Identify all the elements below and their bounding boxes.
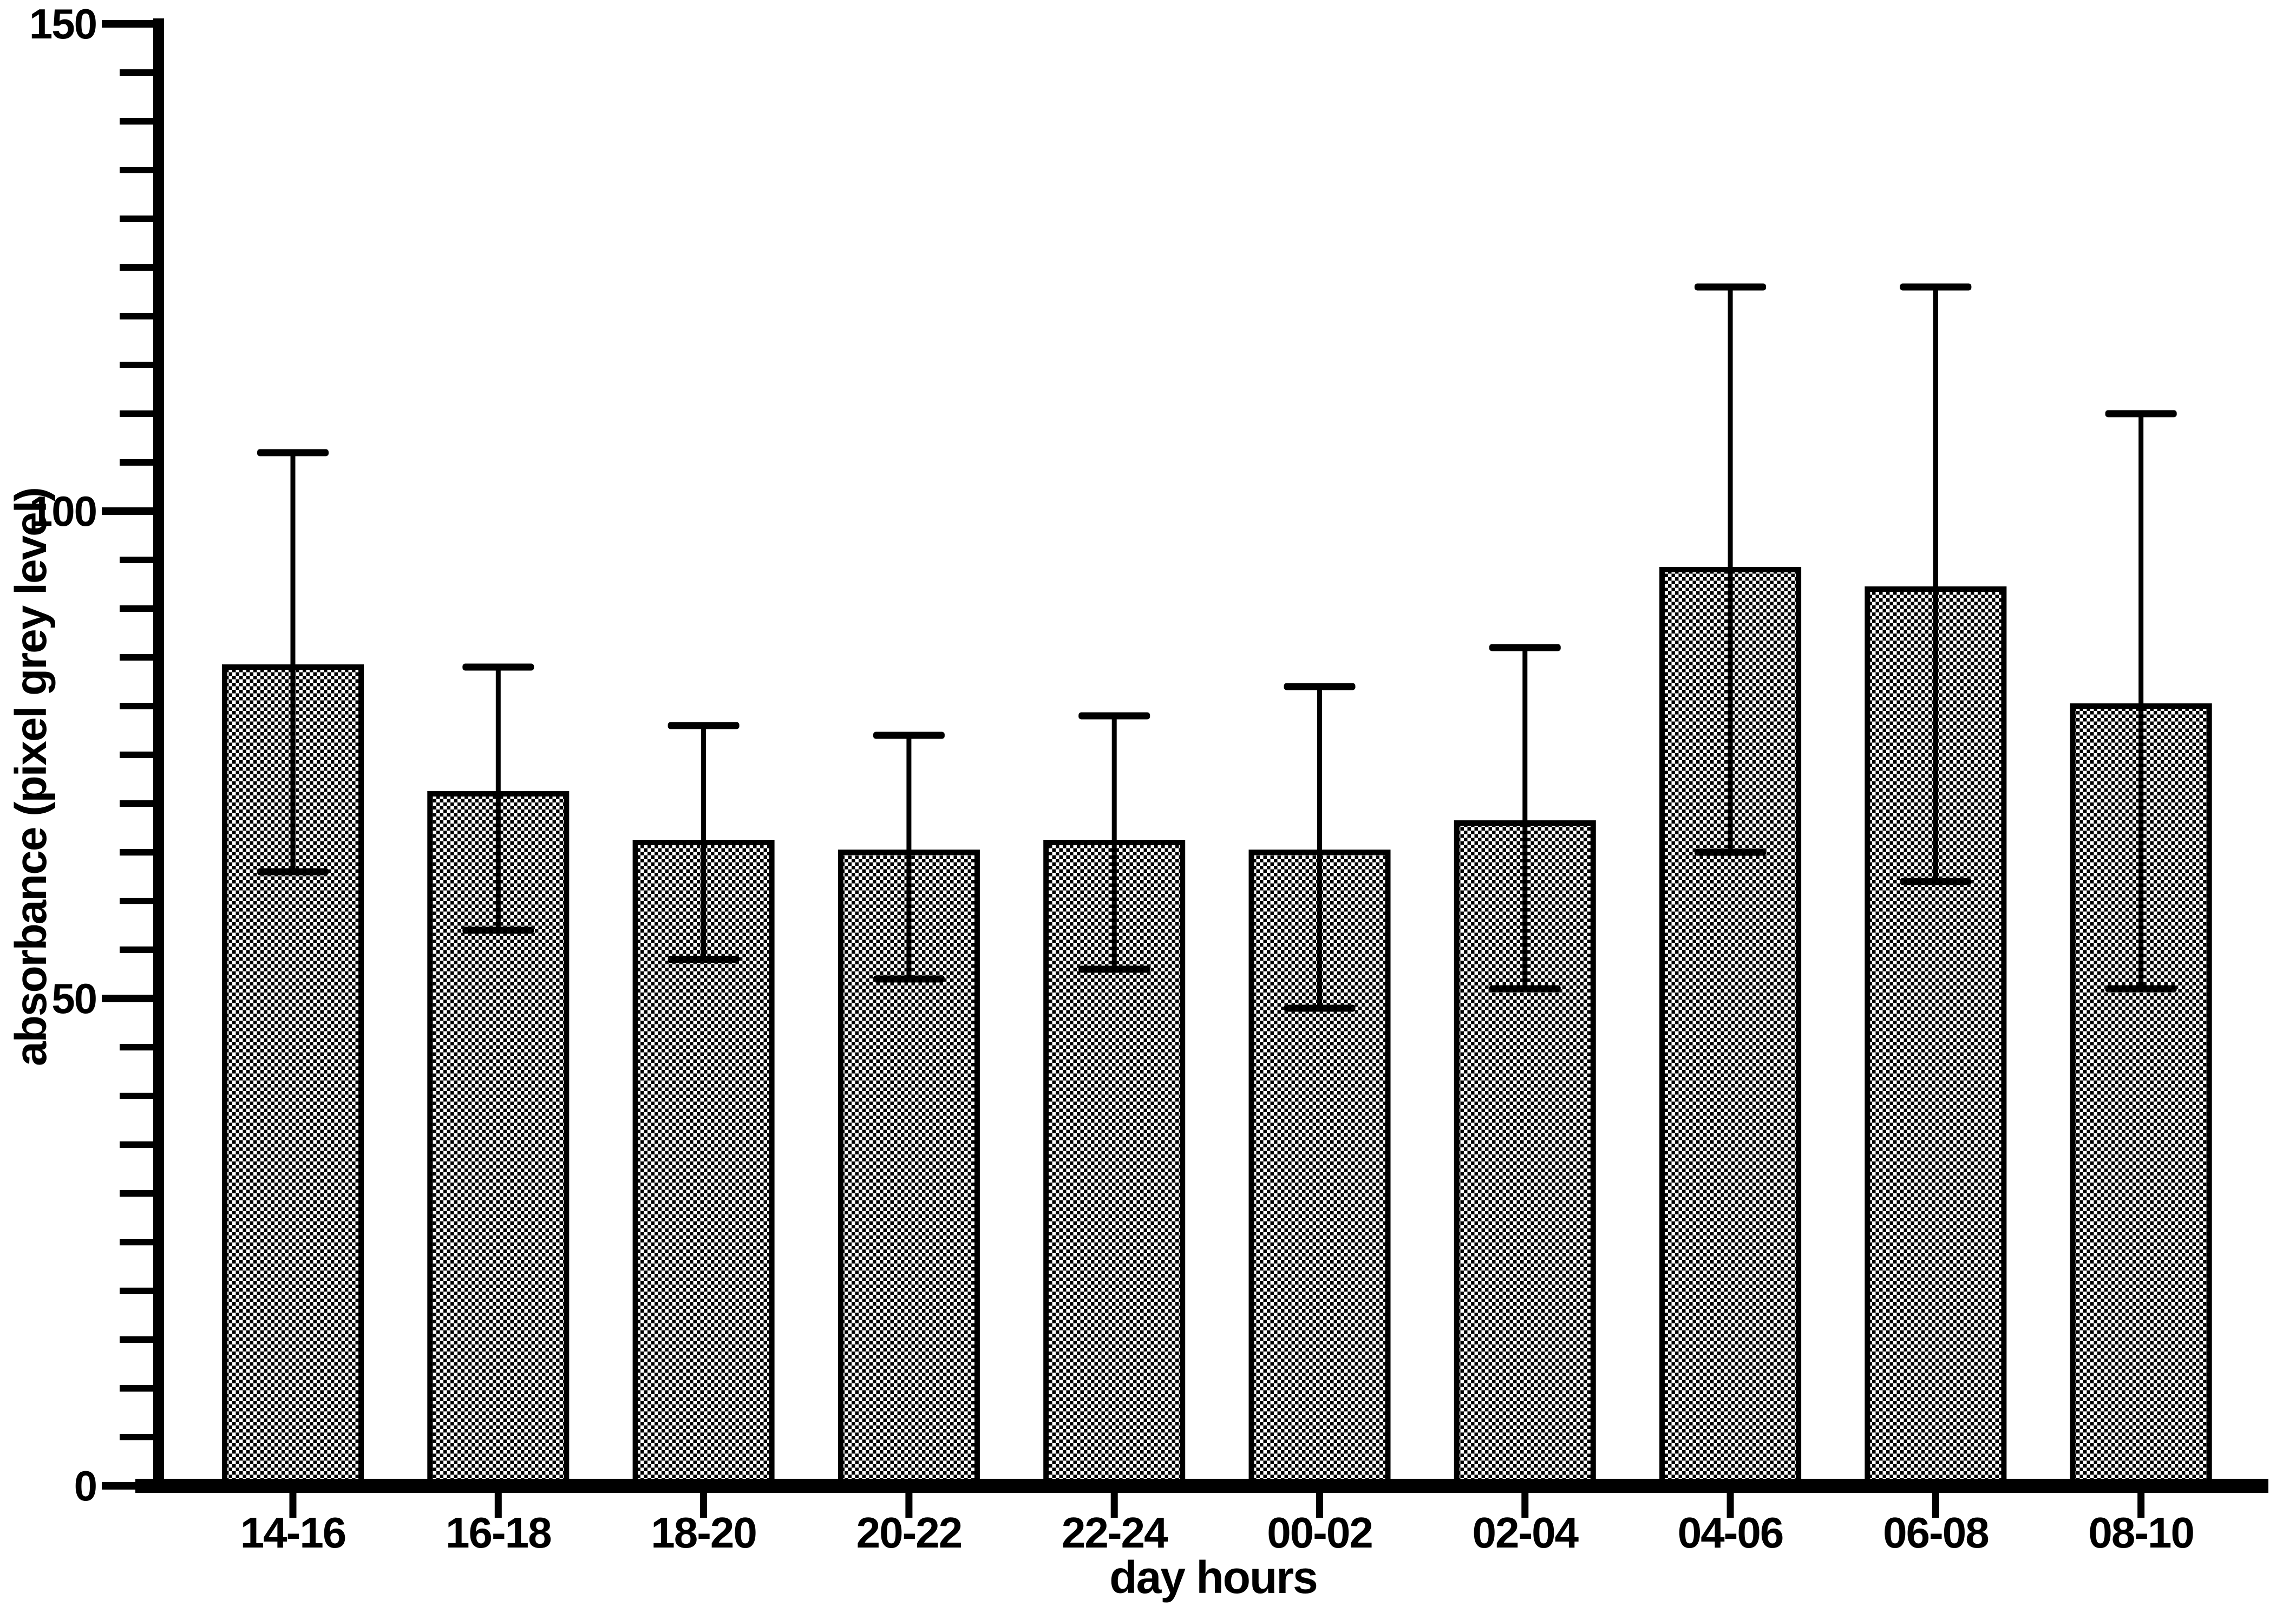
y-minor-tick	[120, 1385, 153, 1392]
error-bar-line	[1728, 287, 1733, 852]
error-bar-top-cap	[462, 663, 534, 671]
y-minor-tick	[120, 1336, 153, 1343]
error-bar-line	[1522, 648, 1528, 989]
y-minor-tick	[120, 264, 153, 271]
y-minor-tick	[120, 752, 153, 758]
x-tick-label: 20-22	[856, 1509, 962, 1557]
x-tick	[1316, 1493, 1323, 1518]
x-axis-title: day hours	[1109, 1552, 1317, 1603]
error-bar-top-cap	[873, 732, 945, 739]
error-bar-bottom-cap	[2105, 985, 2177, 993]
y-axis-title: absorbance (pixel grey level)	[6, 488, 56, 1066]
error-bar-line	[290, 453, 296, 872]
y-minor-tick	[120, 167, 153, 173]
y-minor-tick	[120, 410, 153, 417]
y-minor-tick	[120, 1141, 153, 1148]
x-tick	[289, 1493, 297, 1518]
y-tick-label: 50	[51, 975, 96, 1022]
y-minor-tick	[120, 69, 153, 76]
y-minor-tick	[120, 605, 153, 612]
y-minor-tick	[120, 362, 153, 368]
x-axis: 14-16 16-18 18-20 20-22 22-24 00-02 02-04 04-06…	[135, 1479, 2268, 1557]
y-minor-tick	[120, 946, 153, 953]
y-minor-tick	[120, 1239, 153, 1245]
x-tick	[1932, 1493, 1939, 1518]
x-tick-label: 18-20	[651, 1509, 756, 1557]
error-bar-bottom-cap	[1489, 985, 1561, 993]
x-tick	[1110, 1493, 1118, 1518]
error-bar-line	[1111, 716, 1117, 969]
y-minor-tick	[120, 1434, 153, 1440]
error-bar-line	[1933, 287, 1938, 882]
error-bar-line	[495, 667, 501, 930]
x-axis-line	[135, 1479, 2268, 1493]
y-tick-label: 0	[74, 1462, 96, 1510]
error-bar-top-cap	[257, 449, 329, 456]
error-bar-bottom-cap	[257, 868, 329, 876]
x-tick-label: 00-02	[1267, 1509, 1372, 1557]
y-minor-tick	[120, 703, 153, 709]
x-tick	[905, 1493, 913, 1518]
x-tick-label: 22-24	[1062, 1509, 1168, 1557]
y-minor-tick	[120, 1190, 153, 1197]
x-tick-label: 02-04	[1472, 1509, 1579, 1557]
y-minor-tick	[120, 557, 153, 563]
error-bar-top-cap	[1695, 283, 1767, 291]
y-major-tick	[102, 995, 153, 1002]
y-minor-tick	[120, 1044, 153, 1050]
x-tick-label: 16-18	[446, 1509, 551, 1557]
x-tick	[2137, 1493, 2145, 1518]
error-bars-group	[257, 283, 2177, 1012]
error-bar-bottom-cap	[1078, 965, 1150, 973]
x-tick	[494, 1493, 502, 1518]
error-bar-bottom-cap	[1695, 848, 1767, 856]
y-axis: 0 50 100 150	[29, 0, 164, 1510]
y-major-tick	[102, 507, 153, 515]
y-minor-tick	[120, 1093, 153, 1099]
x-tick-label: 06-08	[1883, 1509, 1988, 1557]
x-tick	[700, 1493, 708, 1518]
error-bar-line	[906, 735, 912, 979]
error-bar-line	[1317, 687, 1322, 1008]
x-tick-label: 08-10	[2088, 1509, 2194, 1557]
x-tick-label: 04-06	[1678, 1509, 1783, 1557]
y-minor-tick	[120, 849, 153, 856]
error-bar-bottom-cap	[462, 926, 534, 934]
error-bar-bottom-cap	[1284, 1004, 1356, 1012]
y-minor-tick	[120, 654, 153, 661]
error-bar-top-cap	[1900, 283, 1972, 291]
error-bar-top-cap	[1078, 712, 1150, 720]
y-minor-tick	[120, 459, 153, 466]
y-minor-tick	[120, 118, 153, 125]
x-tick	[1521, 1493, 1529, 1518]
error-bar-top-cap	[1489, 644, 1561, 651]
x-tick-label: 14-16	[240, 1509, 346, 1557]
error-bar-bottom-cap	[668, 956, 740, 963]
error-bar-top-cap	[2105, 410, 2177, 417]
y-minor-tick	[120, 216, 153, 222]
error-bar-line	[701, 726, 707, 959]
error-bar-bottom-cap	[1900, 878, 1972, 885]
y-major-tick	[102, 20, 153, 28]
y-tick-label: 150	[29, 0, 96, 48]
error-bar-bottom-cap	[873, 975, 945, 983]
error-bar-top-cap	[668, 722, 740, 729]
x-tick	[1726, 1493, 1734, 1518]
y-minor-tick	[120, 313, 153, 319]
y-minor-tick	[120, 800, 153, 807]
y-tick-label: 100	[29, 487, 96, 535]
y-minor-tick	[120, 898, 153, 904]
y-minor-tick	[120, 1288, 153, 1294]
error-bar-line	[2138, 414, 2144, 989]
error-bar-top-cap	[1284, 683, 1356, 690]
y-axis-line	[153, 18, 164, 1493]
